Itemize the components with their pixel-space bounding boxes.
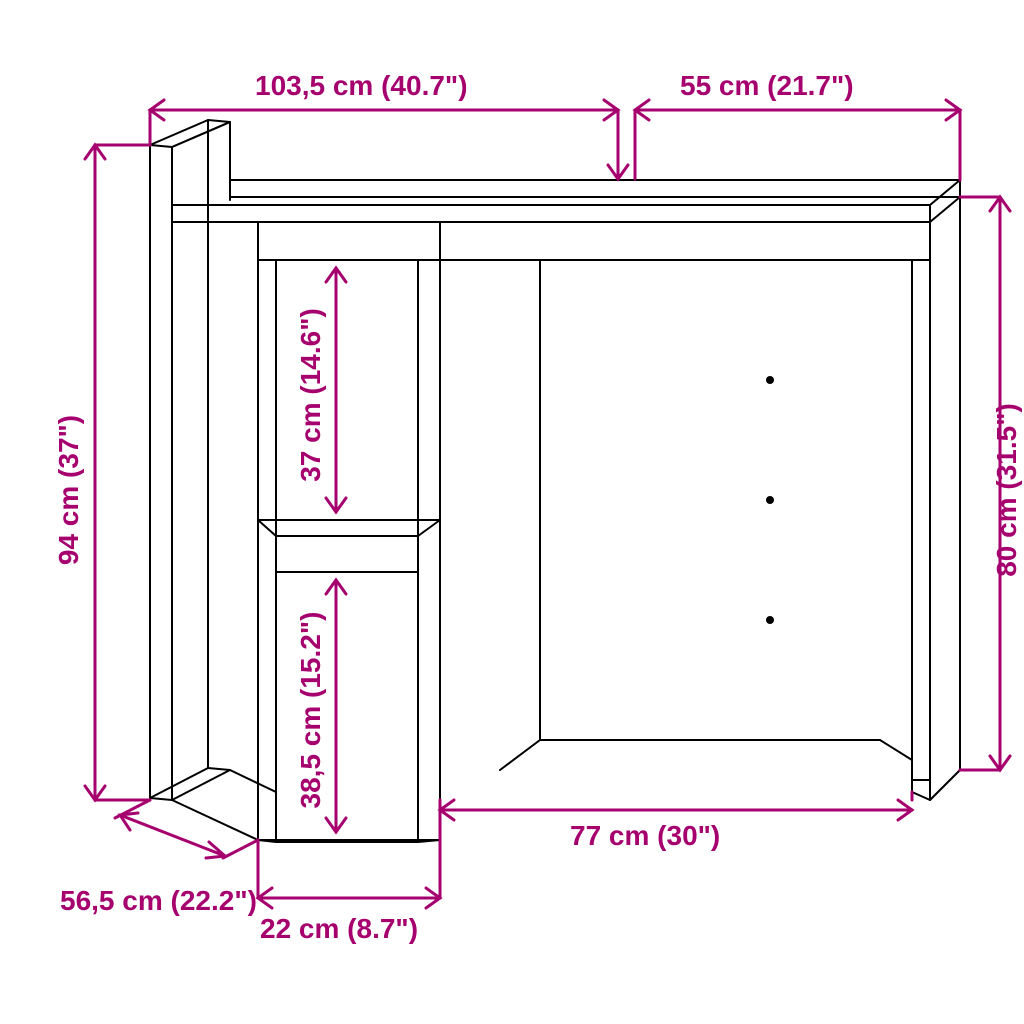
label-top-depth: 55 cm (21.7") <box>680 70 854 101</box>
label-shelf-lower: 38,5 cm (15.2") <box>295 612 326 809</box>
furniture-outline <box>150 120 960 842</box>
label-depth-left: 56,5 cm (22.2") <box>60 885 257 916</box>
dim-main-width: 77 cm (30") <box>440 792 912 851</box>
dim-depth-left: 56,5 cm (22.2") <box>60 800 258 916</box>
label-main-width: 77 cm (30") <box>570 820 720 851</box>
dim-top-depth: 55 cm (21.7") <box>635 70 960 180</box>
label-height-right: 80 cm (31.5") <box>991 403 1022 577</box>
label-top-width: 103,5 cm (40.7") <box>255 70 468 101</box>
dim-height-full: 94 cm (37") <box>53 145 150 800</box>
dim-shelf-upper: 37 cm (14.6") <box>295 268 346 512</box>
label-shelf-upper: 37 cm (14.6") <box>295 308 326 482</box>
dim-unit-width: 22 cm (8.7") <box>258 840 440 944</box>
label-height-full: 94 cm (37") <box>53 415 84 565</box>
label-unit-width: 22 cm (8.7") <box>260 913 418 944</box>
dim-height-right: 80 cm (31.5") <box>960 197 1022 770</box>
dim-shelf-lower: 38,5 cm (15.2") <box>295 580 346 832</box>
dimension-diagram: 103,5 cm (40.7") 55 cm (21.7") 94 cm (37… <box>0 0 1024 1024</box>
